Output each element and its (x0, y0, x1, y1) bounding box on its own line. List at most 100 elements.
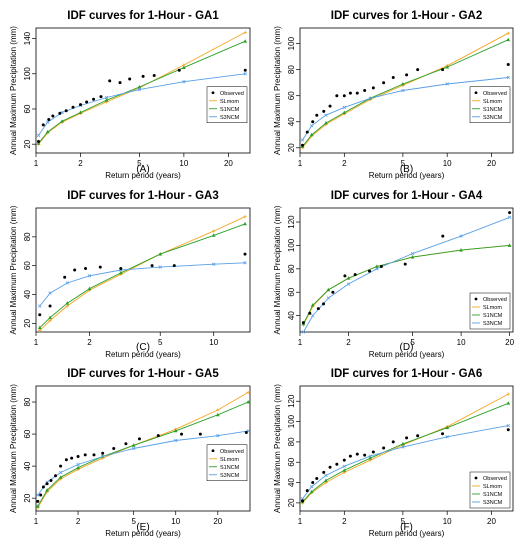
series-point-s1ncm (246, 400, 251, 404)
observed-point (128, 77, 132, 81)
legend: Observed SLmom S1NCM S3NCM (206, 86, 248, 123)
observed-point (403, 262, 407, 266)
series-point-s3ncm (346, 282, 351, 286)
series-line-s1ncm (302, 244, 510, 325)
legend-label: S1NCM (220, 107, 240, 113)
observed-point (335, 462, 339, 466)
plot-frame (299, 207, 514, 333)
series-point-s3ncm (368, 96, 372, 100)
series-point-s1ncm (346, 276, 351, 280)
observed-point (322, 109, 326, 113)
observed-point (343, 274, 347, 278)
series-point-s3ncm (58, 470, 63, 475)
legend-label: S3NCM (483, 500, 503, 506)
idf-panel-5: IDF curves for 1-Hour - GA5 1 2 5 10 20 20 40 60… (9, 368, 251, 538)
observed-point (137, 437, 141, 441)
observed-point (54, 474, 58, 478)
observed-point (371, 450, 375, 454)
series-point-s3ncm (174, 438, 178, 443)
x-tick-label: 5 (158, 338, 163, 347)
observed-point (99, 95, 103, 99)
legend-label: SLmom (483, 305, 502, 311)
observed-point (198, 432, 202, 436)
series-point-s3ncm (309, 484, 314, 489)
observed-point (506, 62, 510, 66)
series-point-s3ncm (38, 304, 42, 308)
y-tick-label: 80 (23, 397, 32, 406)
legend-label: S1NCM (483, 107, 503, 113)
observed-point (305, 130, 309, 134)
x-tick-label: 1 (298, 159, 303, 168)
observed-point (342, 94, 346, 98)
series-point-s3ncm (375, 267, 379, 271)
series-point-s1ncm (506, 401, 511, 405)
x-tick-label: 2 (342, 159, 347, 168)
series-point-s1ncm (104, 98, 109, 102)
observed-point (508, 211, 512, 215)
plot-frame (299, 385, 514, 512)
observed-point (51, 114, 55, 118)
y-tick-label: 60 (287, 457, 296, 466)
observed-point (73, 268, 77, 272)
panel-title: IDF curves for 1-Hour - GA1 (67, 10, 219, 22)
idf-panel-4: IDF curves for 1-Hour - GA4 1 2 5 10 20 40 60 80… (273, 190, 515, 359)
panel-letter: (D) (400, 342, 414, 353)
plot-frame (35, 27, 251, 154)
panel-letter: (F) (400, 522, 413, 533)
x-tick-label: 1 (298, 338, 303, 347)
y-tick-label: 20 (287, 498, 296, 507)
x-tick-label: 5 (131, 517, 136, 526)
y-axis-label: Annual Maximum Precipitation (mm) (9, 205, 18, 334)
y-tick-label: 40 (287, 117, 296, 126)
series-point-slmom (506, 31, 510, 35)
legend-label: S1NCM (220, 465, 240, 471)
observed-point (150, 264, 154, 268)
series-point-s3ncm (506, 75, 510, 80)
observed-point (92, 453, 96, 457)
idf-panel-2: IDF curves for 1-Hour - GA2 1 2 5 10 20 20 40 60… (273, 10, 514, 180)
panel-title: IDF curves for 1-Hour - GA6 (331, 368, 482, 380)
x-tick-label: 5 (401, 159, 406, 168)
observed-point (177, 68, 181, 72)
observed-point (342, 458, 346, 462)
y-tick-label: 40 (287, 478, 296, 487)
x-tick-label: 10 (443, 517, 452, 526)
series-point-s1ncm (118, 270, 123, 275)
observed-point (71, 105, 75, 109)
series-point-s1ncm (60, 119, 64, 123)
observed-point (180, 432, 184, 436)
observed-point (371, 86, 375, 90)
y-tick-label: 40 (287, 311, 296, 320)
series-point-s1ncm (324, 121, 328, 125)
y-tick-label: 100 (287, 36, 296, 50)
series-point-s3ncm (459, 234, 463, 238)
series-point-s3ncm (182, 80, 186, 84)
idf-panel-3: IDF curves for 1-Hour - GA3 1 2 5 10 20 40 60 80… (9, 190, 251, 359)
series-point-s3ncm (300, 138, 305, 142)
observed-point (39, 493, 43, 497)
y-tick-label: 80 (23, 232, 32, 241)
observed-point (311, 481, 315, 485)
series-point-s1ncm (243, 39, 248, 43)
series-point-s3ncm (324, 473, 328, 478)
observed-point (112, 447, 116, 450)
x-tick-label: 2 (76, 517, 81, 526)
y-tick-label: 60 (23, 429, 32, 438)
series-point-s3ncm (445, 82, 449, 86)
y-tick-label: 20 (23, 318, 32, 327)
observed-point (124, 442, 128, 446)
series-point-slmom (243, 30, 247, 35)
observed-point (141, 74, 145, 78)
legend-label: Observed (220, 91, 244, 97)
legend-marker (474, 476, 478, 480)
x-tick-label: 20 (487, 159, 496, 168)
observed-point (382, 81, 386, 85)
series-line-s1ncm (302, 402, 509, 503)
observed-point (58, 111, 62, 115)
series-point-s3ncm (36, 493, 40, 497)
series-point-s3ncm (311, 313, 315, 318)
series-point-s3ncm (243, 261, 247, 265)
observed-point (391, 440, 395, 444)
observed-point (311, 120, 315, 124)
series-point-s1ncm (342, 468, 347, 472)
